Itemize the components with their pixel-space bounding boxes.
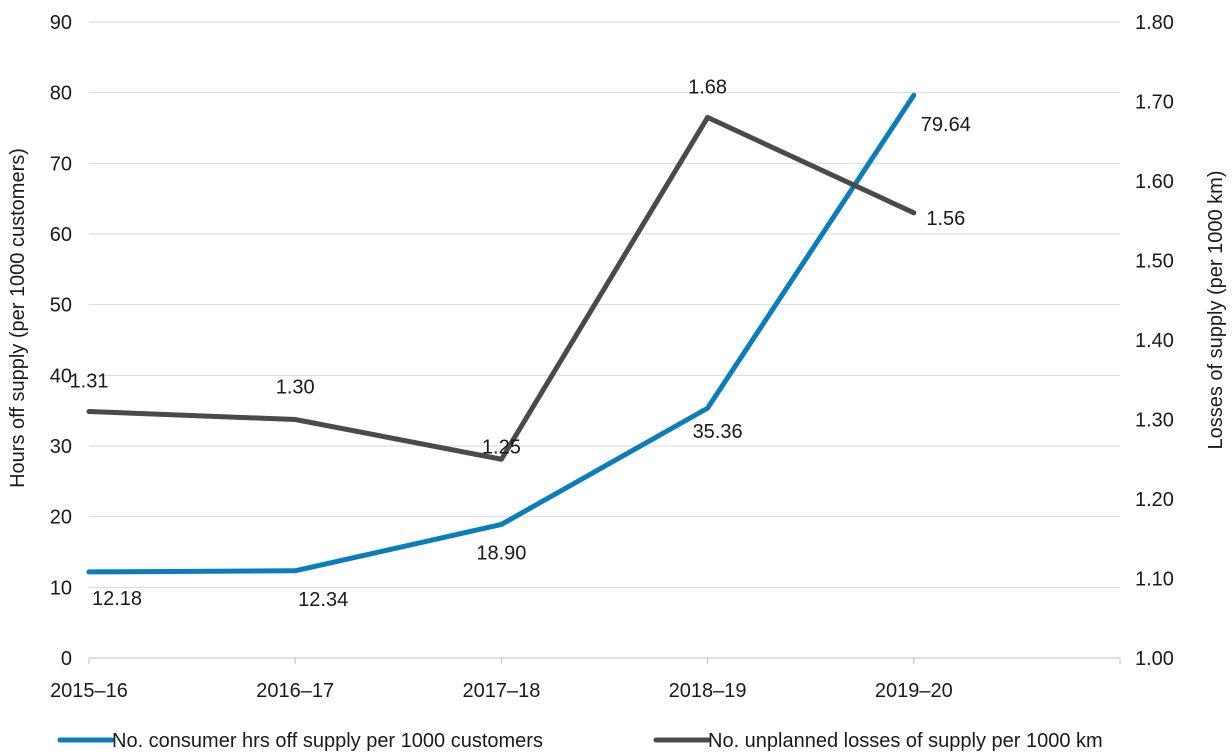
x-tick-label: 2018–19 xyxy=(669,680,747,702)
left-tick-label: 0 xyxy=(61,648,72,670)
gridlines xyxy=(89,21,1120,588)
legend-label: No. unplanned losses of supply per 1000 … xyxy=(708,730,1103,752)
right-tick-label: 1.10 xyxy=(1135,569,1174,591)
left-axis-title: Hours off supply (per 1000 customers) xyxy=(7,148,29,488)
right-axis-title: Losses of supply (per 1000 km) xyxy=(1205,170,1227,449)
x-axis-ticks: 2015–16 2016–17 2017–18 2018–19 2019–20 xyxy=(50,680,953,702)
right-tick-label: 1.00 xyxy=(1135,648,1174,670)
series-line-1 xyxy=(86,92,917,575)
axes xyxy=(88,657,1121,664)
x-tick-label: 2017–18 xyxy=(462,680,540,702)
data-label-series-2: 1.25 xyxy=(482,436,521,458)
legend-label: No. consumer hrs off supply per 1000 cus… xyxy=(112,730,543,752)
x-tick-label: 2015–16 xyxy=(50,680,128,702)
data-label-series-2: 1.30 xyxy=(276,377,315,399)
left-tick-label: 40 xyxy=(50,365,72,387)
series-lines xyxy=(86,92,917,575)
right-tick-label: 1.60 xyxy=(1135,171,1174,193)
left-tick-label: 10 xyxy=(50,577,72,599)
right-tick-label: 1.30 xyxy=(1135,410,1174,432)
left-tick-label: 70 xyxy=(50,153,72,175)
x-tick-label: 2016–17 xyxy=(256,680,334,702)
right-tick-label: 1.40 xyxy=(1135,330,1174,352)
right-tick-label: 1.70 xyxy=(1135,92,1174,114)
left-tick-label: 50 xyxy=(50,295,72,317)
data-label-series-1: 18.90 xyxy=(476,542,526,564)
right-tick-label: 1.20 xyxy=(1135,489,1174,511)
left-tick-label: 90 xyxy=(50,12,72,34)
data-label-series-1: 12.18 xyxy=(92,588,142,610)
left-axis-ticks: 0 10 20 30 40 50 60 70 80 90 xyxy=(50,12,72,670)
data-labels: 12.18 12.34 18.90 35.36 79.64 1.31 1.30 1.25 1.6… xyxy=(70,76,971,610)
right-tick-label: 1.50 xyxy=(1135,251,1174,273)
data-label-series-2: 1.68 xyxy=(688,76,727,98)
data-label-series-1: 79.64 xyxy=(921,114,971,136)
left-tick-label: 80 xyxy=(50,83,72,105)
data-label-series-2: 1.56 xyxy=(926,208,965,230)
legend: No. consumer hrs off supply per 1000 cus… xyxy=(57,730,1103,752)
left-tick-label: 20 xyxy=(50,507,72,529)
series-line-2 xyxy=(86,114,917,462)
left-tick-label: 60 xyxy=(50,224,72,246)
right-axis-ticks: 1.00 1.10 1.20 1.30 1.40 1.50 1.60 1.70 1.80 xyxy=(1135,12,1174,670)
data-label-series-1: 12.34 xyxy=(298,589,348,611)
data-label-series-2: 1.31 xyxy=(70,371,109,393)
right-tick-label: 1.80 xyxy=(1135,12,1174,34)
left-tick-label: 30 xyxy=(50,436,72,458)
data-label-series-1: 35.36 xyxy=(693,421,743,443)
x-tick-label: 2019–20 xyxy=(875,680,953,702)
